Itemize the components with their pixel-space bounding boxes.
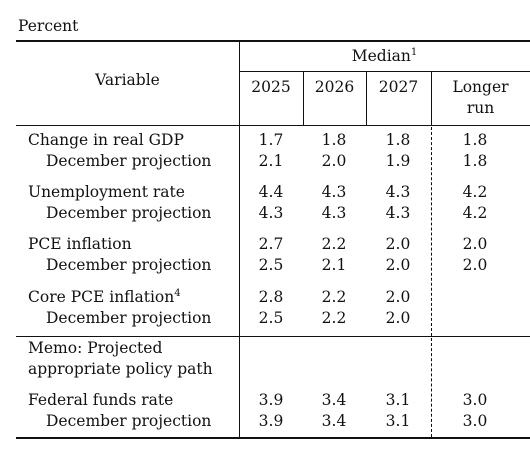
table-cell: 4.3 <box>385 204 411 222</box>
table-cell: 3.9 <box>258 391 284 409</box>
table-cell: 4.3 <box>321 204 347 222</box>
table-cell: 2.5 <box>258 256 284 274</box>
year-divider-3 <box>431 72 432 125</box>
variable-row-label: Change in real GDP <box>28 131 184 149</box>
table-cell: 4.3 <box>321 183 347 201</box>
median-header: Median1 <box>351 47 418 65</box>
memo-top-rule <box>16 336 530 337</box>
table-cell: 3.4 <box>321 391 347 409</box>
table-cell: 2.2 <box>321 235 347 253</box>
table-cell: 2.1 <box>258 152 284 170</box>
table-cell: 3.9 <box>258 412 284 430</box>
table-cell: 3.0 <box>462 391 488 409</box>
table-cell: 4.2 <box>462 204 488 222</box>
longer-run-header-line2: run <box>466 99 495 117</box>
table-cell: 2.5 <box>258 309 284 327</box>
december-projection-row-label: December projection <box>46 152 212 170</box>
table-cell: 1.8 <box>462 152 488 170</box>
table-cell: 2.0 <box>385 235 411 253</box>
table-cell: 4.3 <box>258 204 284 222</box>
table-cell: 2.2 <box>321 309 347 327</box>
table-cell: 3.4 <box>321 412 347 430</box>
table-cell: 2.8 <box>258 288 284 306</box>
memo-label-line1: Memo: Projected <box>28 339 163 357</box>
december-projection-row-label: December projection <box>46 256 212 274</box>
table-cell: 1.8 <box>385 131 411 149</box>
longer-run-header-line1: Longer <box>452 78 509 96</box>
table-cell: 1.8 <box>462 131 488 149</box>
footnote-marker: 1 <box>410 47 418 58</box>
table-cell: 2.0 <box>462 256 488 274</box>
december-projection-row-label: December projection <box>46 309 212 327</box>
table-cell: 2.7 <box>258 235 284 253</box>
table-cell: 4.3 <box>385 183 411 201</box>
table-cell: 2.1 <box>321 256 347 274</box>
table-cell: 2.0 <box>385 309 411 327</box>
table-cell: 3.1 <box>385 391 411 409</box>
longer-run-dashed-rule <box>431 127 432 336</box>
longer-run-dashed-rule-memo <box>431 338 432 437</box>
unit-label: Percent <box>18 17 79 35</box>
table-cell: 4.2 <box>462 183 488 201</box>
table-cell: 2.0 <box>462 235 488 253</box>
year-header-2025: 2025 <box>251 78 291 96</box>
table-cell: 3.0 <box>462 412 488 430</box>
variable-header: Variable <box>95 71 160 89</box>
variable-row-label: Core PCE inflation4 <box>28 288 181 306</box>
table-cell: 4.4 <box>258 183 284 201</box>
header-bottom-rule <box>16 125 530 126</box>
top-rule <box>16 40 530 42</box>
table-cell: 2.2 <box>321 288 347 306</box>
variable-row-label: Unemployment rate <box>28 183 185 201</box>
table-cell: 2.0 <box>321 152 347 170</box>
year-divider-2 <box>366 72 367 125</box>
table-cell: 1.7 <box>258 131 284 149</box>
federal-funds-row-label: Federal funds rate <box>28 391 174 409</box>
median-rule <box>239 71 530 72</box>
footnote-marker: 4 <box>174 288 181 299</box>
year-header-2026: 2026 <box>314 78 355 96</box>
table-cell: 2.0 <box>385 256 411 274</box>
memo-label-line2: appropriate policy path <box>28 360 213 378</box>
variable-column-rule <box>239 41 240 437</box>
bottom-rule <box>16 437 530 439</box>
table-cell: 1.9 <box>385 152 411 170</box>
variable-row-label: PCE inflation <box>28 235 132 253</box>
table-cell: 3.1 <box>385 412 411 430</box>
table-cell: 1.8 <box>321 131 347 149</box>
year-divider-1 <box>303 72 304 125</box>
table-cell: 2.0 <box>385 288 411 306</box>
december-projection-row-label: December projection <box>46 204 212 222</box>
year-header-2027: 2027 <box>378 78 419 96</box>
december-projection-row-label: December projection <box>46 412 212 430</box>
